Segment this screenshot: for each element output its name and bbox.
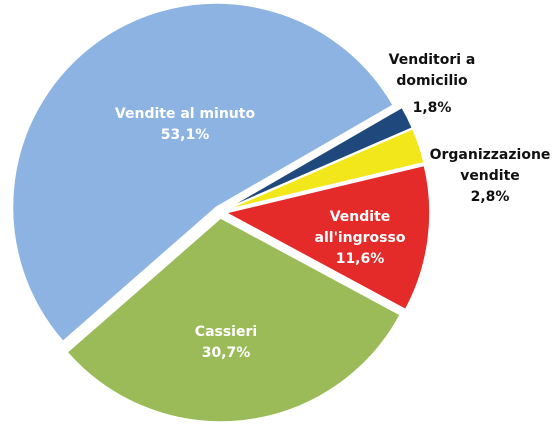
value-label: 53,1%: [160, 127, 210, 143]
value-label: 30,7%: [201, 345, 251, 361]
slice-label: Cassieri: [194, 324, 258, 340]
pie-slice: [223, 164, 431, 311]
value-label: 1,8%: [412, 100, 452, 116]
value-label: 11,6%: [335, 251, 385, 267]
pie-slice: [225, 127, 426, 211]
pie-slice: [11, 2, 395, 343]
slice-label: Vendite al minuto: [114, 106, 256, 122]
slice-label: Organizzazione vendite: [429, 147, 551, 184]
slice-label: Venditori a domicilio: [388, 52, 476, 89]
value-label: 2,8%: [470, 189, 510, 205]
pie-slice: [66, 217, 402, 423]
slice-label: Vendite all'ingrosso: [314, 209, 406, 246]
pie-slice: [224, 106, 414, 210]
